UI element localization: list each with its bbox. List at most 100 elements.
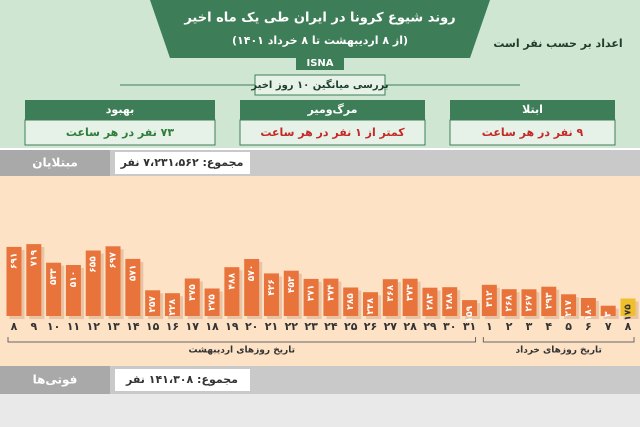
bar <box>85 250 101 316</box>
bar <box>105 246 121 316</box>
value-label: ۵۱۰ <box>69 271 79 287</box>
value-label: ۶۹۱ <box>10 253 20 269</box>
value-label: ۵۳۳ <box>49 268 59 285</box>
value-label: ۳۷۳ <box>406 284 416 301</box>
agency-tab <box>296 56 344 70</box>
cases-label-box <box>0 150 110 176</box>
bar <box>343 287 359 316</box>
bar <box>184 278 200 316</box>
box-text: ۹ نفر در هر ساعت <box>482 126 584 139</box>
bar <box>402 278 418 316</box>
box-body <box>239 119 426 146</box>
bar <box>204 288 220 316</box>
x-tick-label: ۳۰ <box>443 320 456 333</box>
value-label: ۳۷۱ <box>307 285 317 301</box>
value-label: ۳۶۸ <box>386 284 396 301</box>
x-tick-label: ۹ <box>30 320 37 333</box>
value-label: ۱۷۵ <box>624 304 634 321</box>
x-tick-label: ۱۷ <box>186 320 200 333</box>
bar <box>382 279 398 316</box>
value-label: ۳۷۴ <box>326 284 336 301</box>
bar <box>26 244 42 316</box>
x-tick-label: ۸ <box>11 320 18 333</box>
bar <box>422 287 438 316</box>
value-label: ۲۸۵ <box>346 293 356 310</box>
bar <box>501 289 517 316</box>
footer-bg <box>0 394 640 427</box>
x-tick-label: ۱۹ <box>225 320 239 333</box>
value-label: ۲۵۷ <box>148 296 158 313</box>
title-box <box>150 0 490 58</box>
x-tick-label: ۲۵ <box>344 320 358 333</box>
cases-label: مبتلایان <box>32 156 78 170</box>
box-body <box>24 119 216 146</box>
month-bracket <box>482 337 635 343</box>
deaths-label: فوتی‌ها <box>33 373 78 388</box>
box-header <box>240 100 425 120</box>
bar <box>145 290 161 316</box>
x-tick-label: ۶ <box>585 320 592 333</box>
summary-boxes: بهبود ۷۳ نفر در هر ساعت مرگ‌ومیر کمتر از ۱ … <box>24 100 616 146</box>
x-tick-label: ۱۳ <box>106 320 120 333</box>
bar <box>442 287 458 316</box>
bar <box>263 273 279 316</box>
month-label: تاریخ روزهای اردیبهشت <box>189 346 295 356</box>
value-label: ۲۳۸ <box>366 297 376 314</box>
deaths-total-box <box>115 369 250 391</box>
title: روند شیوع کرونا در ایران طی یک ماه اخیر <box>183 11 455 26</box>
x-tick-label: ۱۱ <box>67 320 80 333</box>
value-label: ۲۶۸ <box>505 294 515 311</box>
bar <box>303 278 319 316</box>
x-tick-label: ۲ <box>506 320 513 333</box>
value-label: ۳۱۲ <box>485 290 495 307</box>
bar <box>244 259 260 316</box>
x-tick-label: ۳۱ <box>463 320 476 333</box>
x-tick-label: ۲۸ <box>403 320 417 333</box>
month-label: تاریخ روزهای خرداد <box>516 346 602 356</box>
caption: بررسی میانگین ۱۰ روز اخیر <box>250 78 388 91</box>
value-label: ۱۵۹ <box>465 305 475 322</box>
value-label: ۶۵۵ <box>89 256 99 273</box>
bar <box>481 284 497 316</box>
value-label: ۵۷۱ <box>128 265 138 281</box>
x-tick-label: ۱۲ <box>87 320 101 333</box>
box-title: مرگ‌ومیر <box>307 102 358 116</box>
x-tick-label: ۱ <box>486 320 493 333</box>
x-tick-label: ۲۹ <box>423 320 437 333</box>
bar <box>580 298 596 316</box>
value-label: ۴۲۶ <box>267 279 277 295</box>
box-title: بهبود <box>106 103 134 116</box>
x-tick-label: ۸ <box>625 320 632 333</box>
box-header <box>25 100 215 120</box>
caption-box <box>254 74 386 96</box>
x-tick-label: ۴ <box>545 320 552 333</box>
value-label: ۲۷۵ <box>208 294 218 311</box>
x-tick-label: ۳ <box>526 320 533 333</box>
bar <box>521 289 537 316</box>
x-tick-label: ۱۵ <box>146 320 160 333</box>
x-tick-label: ۲۱ <box>265 320 278 333</box>
bar <box>6 246 22 316</box>
bar <box>600 305 616 316</box>
box-body <box>449 119 616 146</box>
bar <box>323 278 339 316</box>
bar <box>46 262 62 316</box>
x-tick-label: ۲۰ <box>245 320 258 333</box>
value-label: ۷۱۹ <box>29 249 39 266</box>
value-label: ۲۸۸ <box>445 292 455 309</box>
deaths-total: مجموع: ۱۴۱،۳۰۸ نفر <box>125 373 238 386</box>
value-label: ۶۹۷ <box>109 252 119 269</box>
x-tick-label: ۱۸ <box>205 320 219 333</box>
value-label: ۲۹۳ <box>544 292 554 309</box>
bar <box>561 294 577 316</box>
x-tick-label: ۲۷ <box>384 320 398 333</box>
x-tick-label: ۲۳ <box>304 320 318 333</box>
bar <box>541 286 557 316</box>
x-tick-label: ۱۴ <box>126 320 140 333</box>
box-text: کمتر از ۱ نفر در هر ساعت <box>260 126 405 139</box>
x-tick-label: ۵ <box>565 320 572 333</box>
x-tick-label: ۱۶ <box>166 320 179 333</box>
bar <box>65 265 81 316</box>
unit-note: اعداد بر حسب نفر است <box>493 37 622 50</box>
